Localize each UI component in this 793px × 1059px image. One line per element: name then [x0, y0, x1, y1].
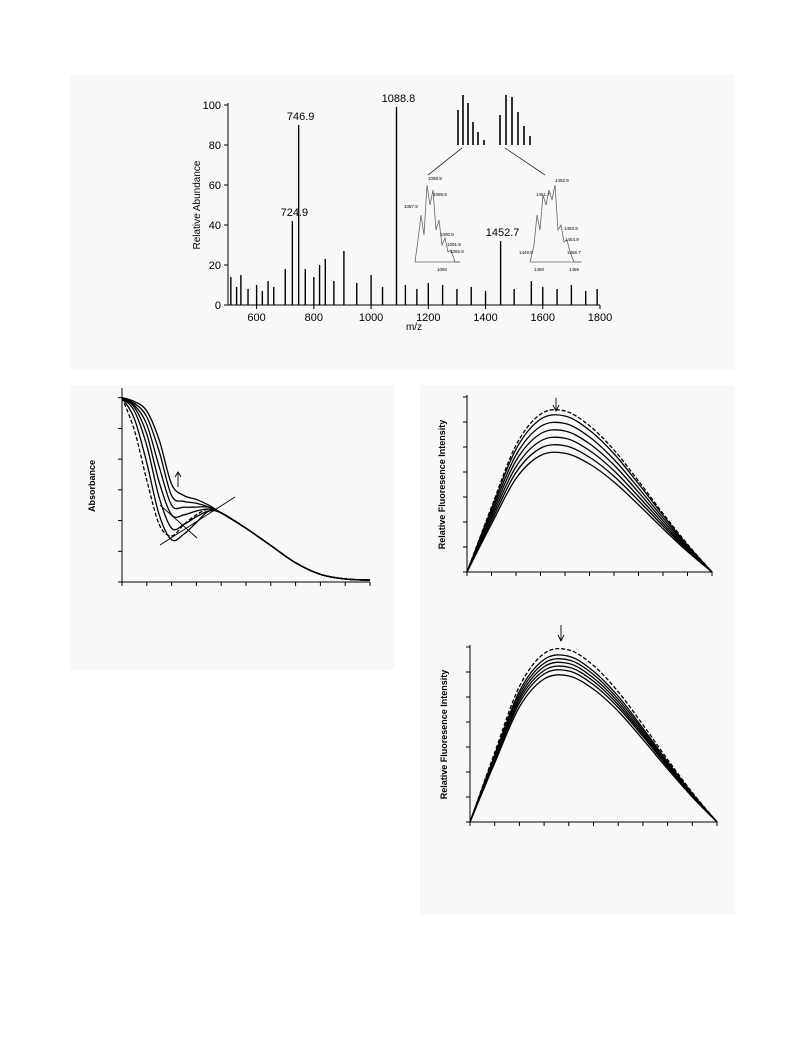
x-tick-label: 1200: [416, 312, 440, 324]
y-tick-label: 60: [209, 180, 221, 192]
isotope-glyph: [457, 95, 531, 145]
y-tick-label: 100: [203, 100, 221, 112]
curve: [469, 674, 718, 823]
curve: [469, 658, 718, 823]
panel-background: [420, 385, 735, 915]
x-axis-label: m/z: [406, 322, 422, 333]
panel-background: [70, 385, 395, 670]
x-tick-label: 1800: [588, 312, 612, 324]
curve: [466, 409, 713, 573]
y-axis-label: Absorbance: [87, 460, 97, 512]
curve: [469, 647, 718, 823]
inset-arrow: [427, 147, 546, 176]
inset-label: 1453.9: [564, 226, 578, 231]
inset-label: 1456.7: [567, 250, 581, 255]
inset-axis-label: 1455: [569, 267, 580, 272]
x-tick-label: 1000: [359, 312, 383, 324]
curve: [466, 414, 713, 573]
inset-label: 1449.5: [519, 250, 533, 255]
inset-label: 1087.9: [404, 204, 418, 209]
curve: [466, 444, 713, 573]
inset-label: 1451.7: [536, 192, 550, 197]
inset-label: 1088.9: [428, 176, 442, 181]
inset-label: 1090.9: [440, 232, 454, 237]
curve: [466, 451, 713, 573]
curve: [121, 397, 371, 581]
y-tick-label: 0: [215, 300, 221, 312]
inset-axis-label: 1090: [437, 267, 448, 272]
curve: [466, 421, 713, 573]
inset-axis-label: 1450: [534, 267, 545, 272]
x-tick-label: 800: [305, 312, 323, 324]
x-tick-label: 1400: [473, 312, 497, 324]
inset-profile: [414, 184, 582, 263]
curve: [469, 654, 718, 823]
curve: [466, 429, 713, 573]
inset-label: 1092.9: [450, 249, 464, 254]
curve: [466, 436, 713, 573]
y-tick-label: 80: [209, 140, 221, 152]
y-axis-label: Relative Fluoresence Intensity: [439, 670, 449, 800]
y-tick-label: 40: [209, 220, 221, 232]
inset-label: 1452.9: [555, 178, 569, 183]
inset-label: 1091.9: [447, 242, 461, 247]
curve: [469, 661, 718, 823]
curve: [469, 669, 718, 823]
y-tick-label: 20: [209, 260, 221, 272]
panel-background: [70, 75, 735, 370]
peak-label: 1452.7: [486, 227, 520, 239]
x-tick-label: 1600: [531, 312, 555, 324]
peak-label: 746.9: [287, 111, 315, 123]
y-axis-label: Relative Fluoresence Intensity: [437, 420, 447, 550]
peak-label: 724.9: [281, 207, 309, 219]
y-axis-label: Relative Abundance: [192, 160, 203, 249]
curve: [469, 665, 718, 823]
x-tick-label: 600: [247, 312, 265, 324]
inset-label: 1454.9: [565, 237, 579, 242]
peak-label: 1088.8: [382, 93, 416, 105]
inset-label: 1089.9: [433, 192, 447, 197]
